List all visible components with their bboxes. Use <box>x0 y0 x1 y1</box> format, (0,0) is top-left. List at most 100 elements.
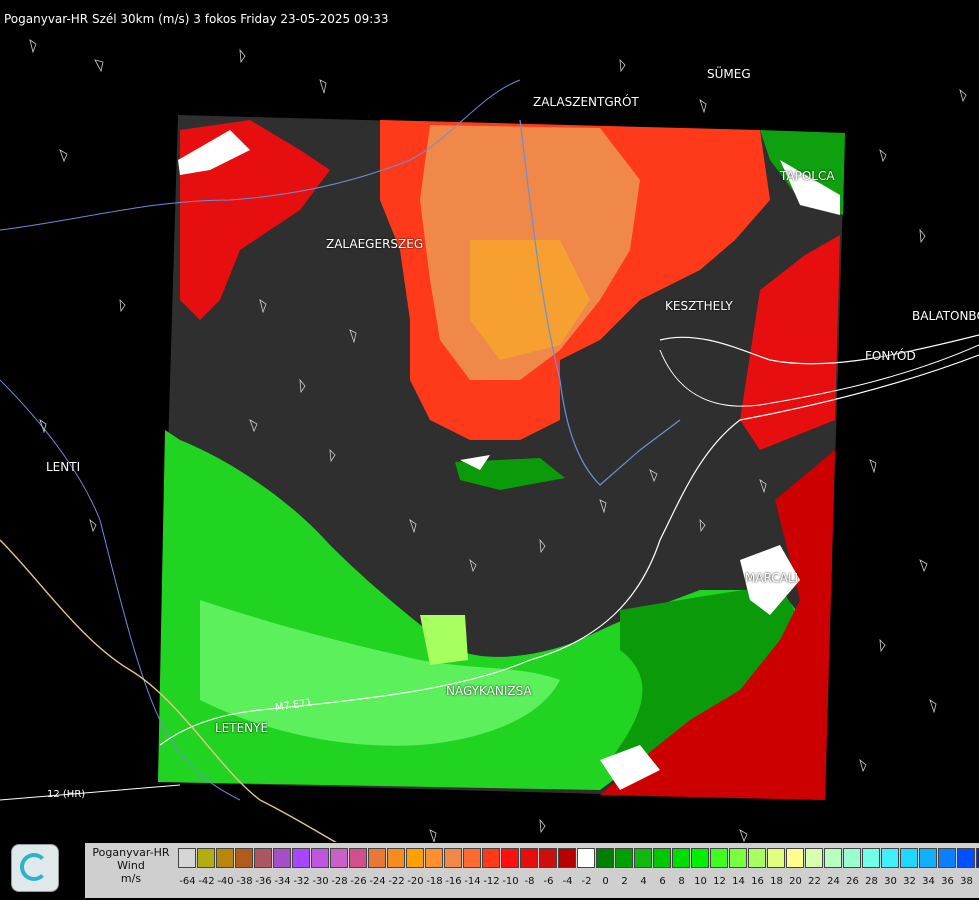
legend-swatch <box>520 848 538 868</box>
radar-lime-patch <box>420 615 468 665</box>
legend-tick-label: -32 <box>293 876 310 887</box>
legend-tick-label: 0 <box>602 876 609 887</box>
radar-lightgreen-region <box>200 600 560 746</box>
river <box>519 119 681 486</box>
settlement-outlines <box>29 39 967 844</box>
legend-swatch <box>691 848 709 868</box>
legend-title: Poganyvar-HR Wind m/s <box>85 846 177 885</box>
legend-name-line2: Wind <box>117 859 145 872</box>
legend-swatch <box>235 848 253 868</box>
legend-swatch <box>938 848 956 868</box>
border <box>0 784 181 801</box>
legend-swatch <box>767 848 785 868</box>
legend-tick-label: 14 <box>732 876 745 887</box>
radar-darkgreen-region <box>610 585 800 760</box>
legend-swatch <box>444 848 462 868</box>
legend-swatch <box>577 848 595 868</box>
city-label-zalaegerszeg: ZALAEGERSZEG <box>326 237 424 251</box>
city-label-lenti: LENTI <box>46 460 81 474</box>
legend-swatch <box>330 848 348 868</box>
city-label-fonyod: FONYÓD <box>865 349 916 363</box>
legend-swatch <box>805 848 823 868</box>
legend-unit: m/s <box>120 872 142 885</box>
radar-white-edge <box>780 160 840 215</box>
legend-tick-label: 32 <box>903 876 916 887</box>
legend-tick-label: 24 <box>827 876 840 887</box>
legend-swatch <box>881 848 899 868</box>
legend-swatch <box>862 848 880 868</box>
legend-swatch <box>216 848 234 868</box>
legend-tick-label: 38 <box>960 876 973 887</box>
legend-swatch <box>406 848 424 868</box>
legend-tick-label: 4 <box>640 876 647 887</box>
legend-swatch <box>976 848 979 868</box>
legend-swatch <box>653 848 671 868</box>
city-label-letenye: LETENYE <box>215 721 269 735</box>
city-label-sumeg: SÜMEG <box>707 67 751 81</box>
legend-tick-label: -42 <box>198 876 215 887</box>
city-label-marcali: MARCALI <box>745 571 799 585</box>
legend-tick-label: 10 <box>694 876 707 887</box>
legend-swatch <box>273 848 291 868</box>
radar-white-edge <box>740 545 800 615</box>
legend-swatch <box>729 848 747 868</box>
legend-ticks: -64 -42 -40 -38 -36 -34 -32 -30 -28 -26 -24 -22 -20-… <box>178 876 979 887</box>
legend-tick-label: -12 <box>483 876 500 887</box>
legend-tick-label: 26 <box>846 876 859 887</box>
river <box>0 79 521 231</box>
border <box>0 539 351 851</box>
legend-swatch <box>197 848 215 868</box>
legend-tick-label: 22 <box>808 876 821 887</box>
legend-name-line1: Poganyvar-HR <box>92 846 170 859</box>
legend-tick-label: 36 <box>941 876 954 887</box>
radar-white-edge <box>460 455 490 470</box>
legend-tick-label: 6 <box>659 876 666 887</box>
logo-swirl-icon <box>20 853 48 881</box>
legend-swatch <box>824 848 842 868</box>
legend-swatch <box>957 848 975 868</box>
legend-swatch <box>634 848 652 868</box>
legend-tick-label: 30 <box>884 876 897 887</box>
city-label-tapolca: TAPOLCA <box>780 169 835 183</box>
legend-tick-label: 28 <box>865 876 878 887</box>
lake-outline <box>659 334 979 365</box>
legend-swatch <box>482 848 500 868</box>
legend-swatch <box>672 848 690 868</box>
legend-tick-label: -6 <box>543 876 554 887</box>
legend-tick-label: -24 <box>369 876 386 887</box>
radar-orange-inner <box>470 240 590 360</box>
legend-tick-label: -10 <box>502 876 519 887</box>
legend-swatch <box>539 848 557 868</box>
city-label-keszthely: KESZTHELY <box>665 299 733 313</box>
legend-swatch <box>786 848 804 868</box>
legend-swatch <box>748 848 766 868</box>
legend-swatch <box>596 848 614 868</box>
lake-outline <box>659 344 979 407</box>
legend-tick-label: -30 <box>312 876 329 887</box>
legend-swatch <box>501 848 519 868</box>
legend-swatch <box>425 848 443 868</box>
legend-tick-label: -34 <box>274 876 291 887</box>
legend-swatch <box>843 848 861 868</box>
legend-swatch <box>900 848 918 868</box>
legend-tick-label: -22 <box>388 876 405 887</box>
legend-swatch <box>349 848 367 868</box>
legend-swatch <box>254 848 272 868</box>
city-label-nagykanizsa: NAGYKANIZSA <box>446 684 532 698</box>
legend-tick-label: 18 <box>770 876 783 887</box>
legend-swatch <box>919 848 937 868</box>
legend-tick-label: -28 <box>331 876 348 887</box>
legend-tick-label: -36 <box>255 876 272 887</box>
legend-tick-label: -16 <box>445 876 462 887</box>
legend-tick-label: -2 <box>581 876 592 887</box>
legend-tick-label: -20 <box>407 876 424 887</box>
legend-tick-label: 8 <box>678 876 685 887</box>
road-label-12hr: 12 (HR) <box>47 789 86 800</box>
river <box>0 379 241 801</box>
legend-tick-label: -38 <box>236 876 253 887</box>
legend-tick-label: -64 <box>179 876 196 887</box>
legend-swatch <box>292 848 310 868</box>
legend-tick-label: 2 <box>621 876 628 887</box>
legend-swatches <box>178 848 979 868</box>
